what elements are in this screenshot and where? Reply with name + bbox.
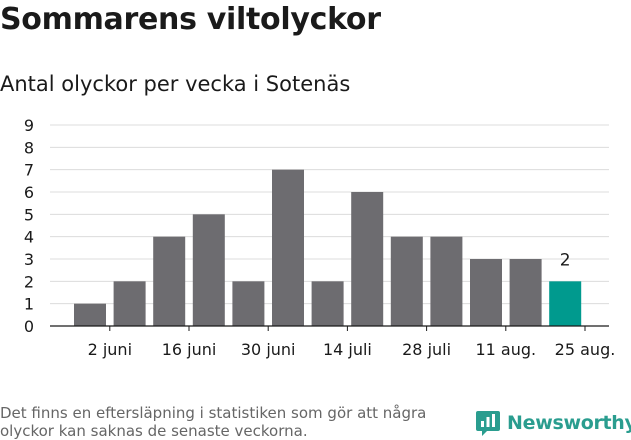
y-tick-label: 3 bbox=[24, 250, 34, 269]
y-tick-label: 7 bbox=[24, 161, 34, 180]
x-tick-label: 25 aug. bbox=[555, 340, 616, 359]
chart-subtitle: Antal olyckor per vecka i Sotenäs bbox=[0, 72, 351, 96]
bar bbox=[430, 236, 463, 326]
bar bbox=[192, 214, 225, 326]
y-tick-label: 8 bbox=[24, 138, 34, 157]
y-tick-label: 0 bbox=[24, 317, 34, 336]
footnote: Det finns en eftersläpning i statistiken… bbox=[0, 404, 427, 440]
y-tick-label: 4 bbox=[24, 228, 34, 247]
bar bbox=[153, 236, 186, 326]
x-tick-label: 30 juni bbox=[241, 340, 296, 359]
bar bbox=[351, 192, 384, 326]
bar bbox=[113, 281, 146, 326]
y-tick-label: 9 bbox=[24, 116, 34, 135]
bar bbox=[470, 259, 502, 326]
brand-logo: Newsworthy bbox=[475, 408, 631, 438]
y-tick-label: 1 bbox=[24, 295, 34, 314]
data-label: 2 bbox=[560, 250, 571, 270]
x-tick-label: 16 juni bbox=[162, 340, 217, 359]
bar bbox=[509, 259, 542, 326]
x-tick-label: 28 juli bbox=[402, 340, 451, 359]
brand-name: Newsworthy bbox=[507, 412, 631, 434]
y-tick-label: 2 bbox=[24, 272, 34, 291]
x-tick-label: 2 juni bbox=[88, 340, 132, 359]
x-tick-label: 14 juli bbox=[323, 340, 372, 359]
highlighted-bar bbox=[549, 281, 582, 326]
y-tick-label: 6 bbox=[24, 183, 34, 202]
newsworthy-logo-icon bbox=[476, 411, 500, 436]
bar bbox=[272, 169, 304, 326]
chart-title: Sommarens viltolyckor bbox=[0, 2, 381, 37]
x-tick-label: 11 aug. bbox=[475, 340, 536, 359]
bar bbox=[74, 303, 106, 326]
bar bbox=[390, 236, 423, 326]
y-tick-label: 5 bbox=[24, 205, 34, 224]
bar bbox=[232, 281, 265, 326]
bar bbox=[311, 281, 344, 326]
